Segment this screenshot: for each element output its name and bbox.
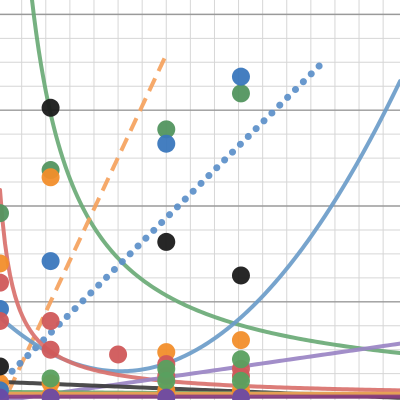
data-point-3-23 bbox=[231, 67, 250, 86]
data-point-1-5 bbox=[41, 168, 60, 187]
data-point-4-25 bbox=[0, 273, 9, 292]
data-points bbox=[0, 67, 250, 400]
series-line-0 bbox=[30, 0, 400, 356]
data-point-3-21 bbox=[41, 252, 60, 271]
data-point-6-41 bbox=[157, 388, 176, 400]
data-point-6-39 bbox=[0, 388, 9, 400]
data-point-5-38 bbox=[231, 371, 250, 390]
data-point-3-22 bbox=[157, 134, 176, 153]
data-point-0-2 bbox=[157, 120, 176, 139]
data-point-6-42 bbox=[231, 388, 250, 400]
data-point-0-0 bbox=[0, 204, 9, 223]
data-point-2-16 bbox=[41, 98, 60, 117]
data-point-0-3 bbox=[231, 84, 250, 103]
series-line-2 bbox=[8, 58, 327, 375]
data-point-4-27 bbox=[41, 311, 60, 330]
data-point-2-19 bbox=[0, 357, 9, 376]
data-point-4-28 bbox=[109, 345, 128, 364]
data-point-5-36 bbox=[231, 350, 250, 369]
data-point-2-18 bbox=[231, 266, 250, 285]
data-point-2-17 bbox=[157, 232, 176, 251]
data-point-6-40 bbox=[41, 388, 60, 400]
data-point-5-34 bbox=[41, 369, 60, 388]
data-point-5-37 bbox=[157, 371, 176, 390]
data-point-4-31 bbox=[41, 340, 60, 359]
data-point-4-26 bbox=[0, 311, 9, 330]
series-line-4 bbox=[0, 188, 400, 393]
data-point-1-4 bbox=[0, 254, 9, 273]
data-point-1-7 bbox=[231, 331, 250, 350]
